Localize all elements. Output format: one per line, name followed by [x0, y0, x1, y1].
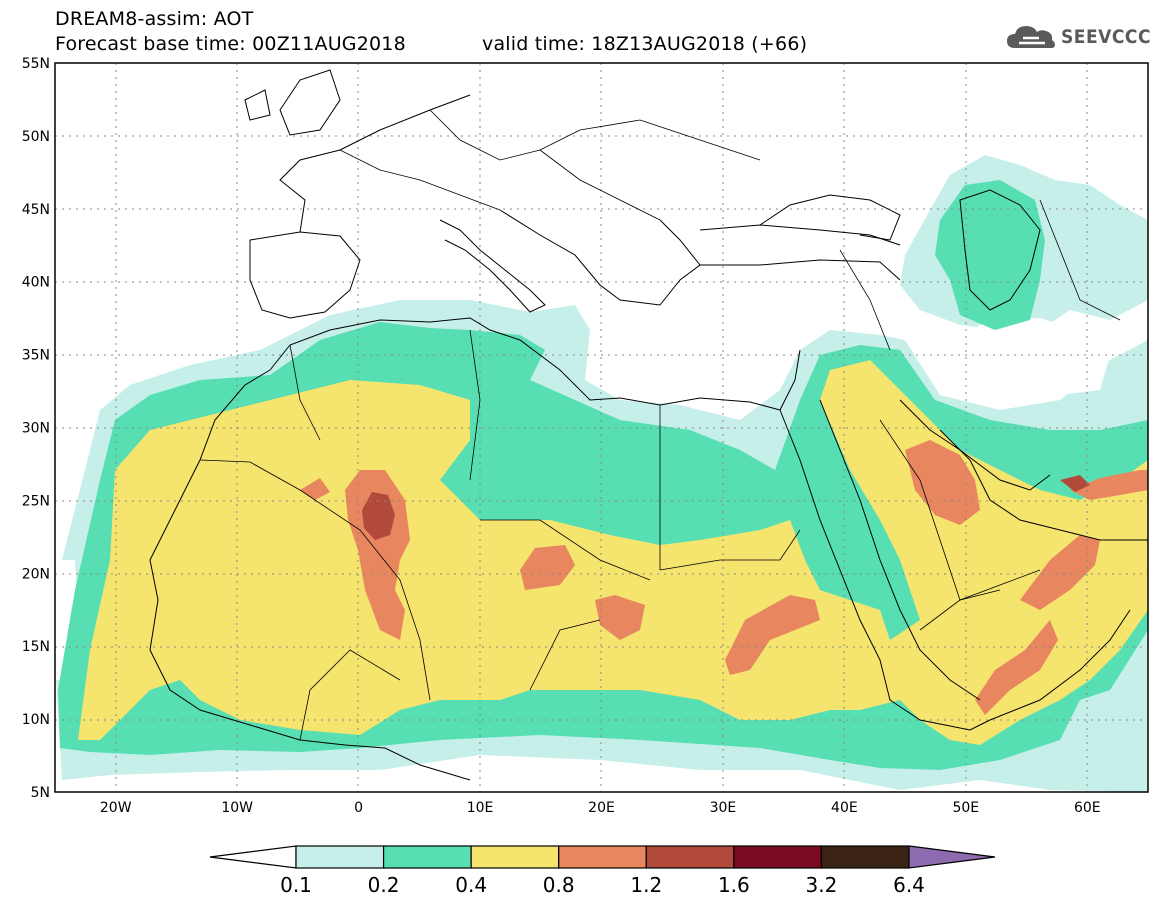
colorbar-segment [558, 845, 647, 869]
latitude-label: 30N [22, 421, 50, 437]
colorbar-label: 0.4 [455, 873, 487, 897]
colorbar-label: 6.4 [893, 873, 925, 897]
aot-field-very-high [595, 595, 645, 640]
cloud-icon [1006, 26, 1055, 48]
aot-field-high [78, 360, 1148, 745]
plot-frame [54, 62, 1149, 793]
seevccc-logo: SEEVCCC [1005, 22, 1151, 52]
country-borders [199, 109, 1121, 741]
valid-time: valid time: 18Z13AUG2018 (+66) [482, 33, 808, 55]
colorbar-label: 3.2 [806, 873, 838, 897]
colorbar-label: 1.6 [718, 873, 750, 897]
colorbar-segment [645, 845, 735, 869]
latitude-label: 15N [22, 639, 50, 655]
longitude-label: 60E [1074, 800, 1101, 816]
colorbar-segment [733, 845, 823, 869]
longitude-label: 20E [588, 800, 615, 816]
aot-field-very-high [905, 440, 980, 525]
aot-field-very-high [725, 595, 820, 675]
latitude-label: 5N [31, 785, 50, 801]
colorbar-segment [820, 845, 910, 869]
latitude-label: 35N [22, 348, 50, 364]
graticule [55, 63, 1148, 792]
colorbar-label: 0.8 [543, 873, 575, 897]
longitude-label: 30E [710, 800, 737, 816]
aot-field-very-high [520, 545, 575, 590]
aot-clear-area [950, 318, 1110, 395]
longitude-label: 0 [354, 800, 363, 816]
colorbar-segment [382, 845, 472, 869]
colorbar-label: 1.2 [630, 873, 662, 897]
aot-field-extreme [1060, 475, 1090, 492]
aot-field-mid [935, 180, 1045, 330]
colorbar: 0.1 0.2 0.4 0.8 1.2 1.6 3.2 6.4 [209, 845, 996, 897]
aot-field-very-high [1070, 470, 1148, 500]
longitude-label: 50E [952, 800, 979, 816]
latitude-ticks: 55N 50N 45N 40N 35N 30N 25N 20N 15N 10N 5N [22, 56, 50, 801]
aot-contours [55, 63, 1148, 792]
latitude-label: 45N [22, 202, 50, 218]
colorbar-label: 0.2 [368, 873, 400, 897]
aot-field-very-high [975, 620, 1058, 715]
longitude-label: 20W [100, 800, 132, 816]
longitude-label: 40E [831, 800, 858, 816]
aot-field-very-high [1020, 535, 1100, 610]
longitude-ticks: 20W 10W 0 10E 20E 30E 40E 50E 60E [100, 800, 1101, 816]
map-title: DREAM8-assim: AOT [55, 8, 254, 30]
latitude-label: 55N [22, 56, 50, 72]
colorbar-label: 0.1 [280, 873, 312, 897]
latitude-label: 20N [22, 566, 50, 582]
forecast-base-time: Forecast base time: 00Z11AUG2018 [55, 33, 406, 55]
colorbar-segment [295, 845, 385, 869]
latitude-label: 50N [22, 129, 50, 145]
coastlines [149, 69, 1148, 781]
colorbar-segment [908, 845, 996, 869]
longitude-label: 10E [467, 800, 494, 816]
aot-field-very-high [300, 478, 330, 500]
latitude-label: 10N [22, 712, 50, 728]
longitude-label: 10W [221, 800, 253, 816]
logo-text: SEEVCCC [1060, 26, 1151, 48]
aot-field-extreme [362, 492, 395, 540]
latitude-label: 40N [22, 275, 50, 291]
colorbar-segment [209, 845, 297, 869]
latitude-label: 25N [22, 493, 50, 509]
colorbar-segment [470, 845, 560, 869]
